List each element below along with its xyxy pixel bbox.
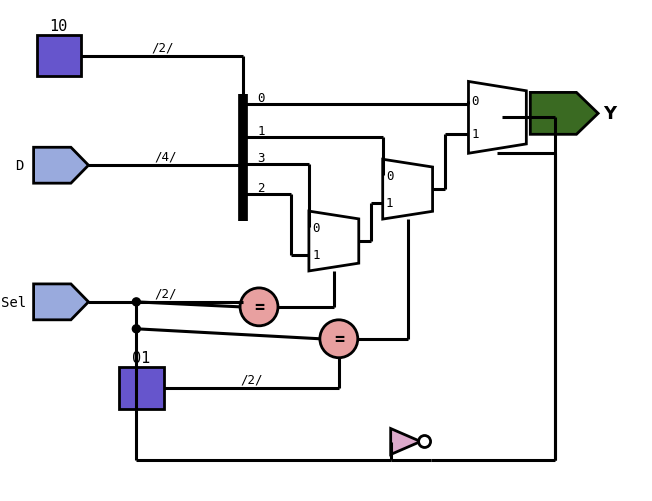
Text: 1: 1 xyxy=(312,249,319,262)
Circle shape xyxy=(132,298,140,306)
Polygon shape xyxy=(309,212,359,272)
Text: =: = xyxy=(334,330,344,348)
Polygon shape xyxy=(391,429,421,454)
Text: 3: 3 xyxy=(257,151,265,164)
Bar xyxy=(37,36,82,77)
Text: 0: 0 xyxy=(257,92,265,105)
Text: 10: 10 xyxy=(50,19,68,34)
Polygon shape xyxy=(383,160,432,219)
Text: 01: 01 xyxy=(132,351,151,366)
Text: 1: 1 xyxy=(257,125,265,138)
Bar xyxy=(119,367,164,409)
Circle shape xyxy=(132,325,140,333)
Text: 1: 1 xyxy=(386,197,393,210)
Text: =: = xyxy=(254,298,264,316)
Text: /2/: /2/ xyxy=(241,372,263,385)
Text: /2/: /2/ xyxy=(151,41,173,54)
Polygon shape xyxy=(34,285,89,320)
Circle shape xyxy=(320,320,358,358)
Polygon shape xyxy=(34,148,89,184)
Text: 0: 0 xyxy=(312,221,319,234)
Text: D: D xyxy=(16,159,24,173)
Circle shape xyxy=(240,289,278,326)
Text: Sel: Sel xyxy=(1,295,26,309)
Polygon shape xyxy=(530,93,598,135)
Text: Y: Y xyxy=(604,105,617,123)
Circle shape xyxy=(419,436,430,447)
Text: /2/: /2/ xyxy=(155,287,177,300)
Text: 0: 0 xyxy=(386,169,393,182)
Text: 1: 1 xyxy=(471,128,479,141)
Text: 0: 0 xyxy=(471,95,479,108)
Polygon shape xyxy=(469,82,526,154)
Text: /4/: /4/ xyxy=(155,150,177,163)
Text: 2: 2 xyxy=(257,181,265,194)
